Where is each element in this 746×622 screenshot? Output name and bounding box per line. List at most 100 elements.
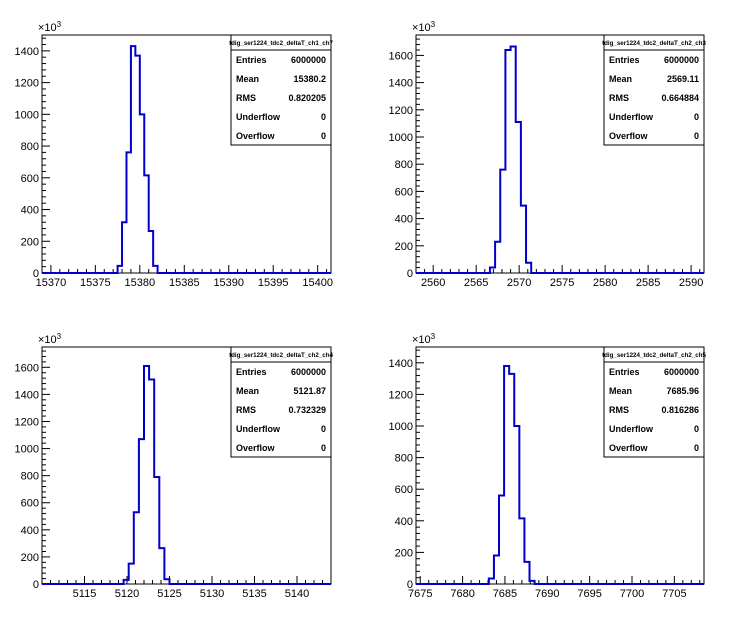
y-tick-label: 200 <box>395 547 413 559</box>
x-tick-label: 15395 <box>258 277 289 289</box>
stat-label: Entries <box>236 55 267 65</box>
y-tick-label: 1400 <box>15 389 39 401</box>
y-tick-label: 0 <box>33 579 39 591</box>
x-tick-label: 5120 <box>115 588 139 600</box>
stat-value: 6000000 <box>291 367 326 377</box>
stat-label: RMS <box>236 93 256 103</box>
y-tick-label: 400 <box>395 516 413 528</box>
x-tick-label: 15390 <box>213 277 244 289</box>
y-tick-label: 400 <box>395 214 413 226</box>
x-tick-label: 2575 <box>550 277 574 289</box>
stat-label: Entries <box>609 55 640 65</box>
stats-box: tdig_ser1224_tdc2_deltaT_ch2_ch5 Entries 6… <box>602 346 706 458</box>
y-tick-label: 600 <box>21 498 39 510</box>
y-multiplier-label: ×103 <box>412 20 436 34</box>
y-tick-label: 1000 <box>15 444 39 456</box>
y-tick-label: 1200 <box>15 416 39 428</box>
y-tick-label: 0 <box>407 268 413 280</box>
stat-value: 0.820205 <box>288 93 326 103</box>
y-tick-label: 1000 <box>389 421 413 433</box>
y-multiplier-label: ×103 <box>38 332 62 346</box>
x-tick-label: 2585 <box>636 277 660 289</box>
histogram-panel: 5115 5120 5125 5130 5135 5140 0 200 400 600 800 100… <box>15 332 334 600</box>
stat-label: Underflow <box>236 112 281 122</box>
y-tick-label: 1400 <box>389 358 413 370</box>
y-tick-label: 800 <box>395 159 413 171</box>
y-multiplier-label: ×103 <box>38 20 62 34</box>
stat-label: Mean <box>236 74 259 84</box>
stat-label: Underflow <box>609 424 654 434</box>
histogram-panel: 7675 7680 7685 7690 7695 7700 7705 0 200 400 600 80… <box>389 332 707 600</box>
x-tick-label: 5140 <box>285 588 309 600</box>
histogram-series-line <box>416 364 704 585</box>
y-tick-label: 600 <box>21 173 39 185</box>
stat-label: Mean <box>236 386 259 396</box>
stats-box: tdig_ser1224_tdc2_deltaT_ch1_ch7 Entries 6… <box>229 34 333 146</box>
stat-value: 6000000 <box>664 367 699 377</box>
x-tick-label: 2570 <box>507 277 531 289</box>
stats-box-frame <box>230 346 332 458</box>
stat-value: 0 <box>694 443 699 453</box>
histogram-title: tdig_ser1224_tdc2_deltaT_ch2_ch5 <box>602 352 706 359</box>
x-tick-label: 2580 <box>593 277 617 289</box>
stat-label: Overflow <box>609 131 649 141</box>
x-tick-label: 15380 <box>125 277 156 289</box>
stat-value: 0 <box>321 443 326 453</box>
stat-label: Mean <box>609 386 632 396</box>
stat-label: RMS <box>609 93 629 103</box>
stat-value: 0.816286 <box>661 405 699 415</box>
stat-value: 0 <box>321 112 326 122</box>
stat-value: 0 <box>321 424 326 434</box>
y-tick-label: 200 <box>21 552 39 564</box>
x-tick-label: 5125 <box>157 588 181 600</box>
histogram-series-line <box>42 45 331 274</box>
x-tick-label: 7690 <box>535 588 559 600</box>
y-tick-label: 0 <box>407 579 413 591</box>
x-tick-label: 7705 <box>662 588 686 600</box>
y-tick-label: 200 <box>395 241 413 253</box>
y-tick-label: 1000 <box>389 132 413 144</box>
stat-label: Overflow <box>609 443 649 453</box>
stats-box-frame <box>603 346 705 458</box>
stats-box: tdig_ser1224_tdc2_deltaT_ch2_ch4 Entries 6… <box>229 346 333 458</box>
stat-value: 0.732329 <box>288 405 326 415</box>
x-tick-label: 15375 <box>80 277 111 289</box>
x-tick-label: 15385 <box>169 277 200 289</box>
x-tick-label: 7680 <box>450 588 474 600</box>
y-tick-label: 200 <box>21 236 39 248</box>
y-tick-label: 1200 <box>389 105 413 117</box>
stat-value: 6000000 <box>291 55 326 65</box>
stat-label: Overflow <box>236 443 276 453</box>
stat-value: 15380.2 <box>293 74 326 84</box>
y-tick-label: 1200 <box>389 389 413 401</box>
y-tick-label: 600 <box>395 484 413 496</box>
y-tick-label: 800 <box>21 141 39 153</box>
x-tick-label: 5130 <box>200 588 224 600</box>
x-tick-label: 15400 <box>302 277 333 289</box>
x-tick-label: 2590 <box>679 277 703 289</box>
stat-label: Mean <box>609 74 632 84</box>
stat-value: 0 <box>694 131 699 141</box>
y-tick-label: 1400 <box>389 78 413 90</box>
x-tick-label: 2565 <box>464 277 488 289</box>
histogram-panel: 15370 15375 15380 15385 15390 15395 15400 0 200 4… <box>15 20 334 289</box>
y-tick-label: 1600 <box>15 362 39 374</box>
y-tick-label: 400 <box>21 205 39 217</box>
stat-label: RMS <box>609 405 629 415</box>
stat-label: Overflow <box>236 131 276 141</box>
stats-box-frame <box>603 34 705 146</box>
stats-box: tdig_ser1224_tdc2_deltaT_ch2_ch3 Entries 6… <box>602 34 706 146</box>
y-tick-label: 1600 <box>389 50 413 62</box>
stat-value: 6000000 <box>664 55 699 65</box>
histogram-title: tdig_ser1224_tdc2_deltaT_ch1_ch7 <box>229 40 333 47</box>
y-tick-label: 600 <box>395 186 413 198</box>
histogram-panel: 2560 2565 2570 2575 2580 2585 2590 0 200 400 600 80… <box>389 20 707 289</box>
y-tick-label: 0 <box>33 268 39 280</box>
stat-value: 0.664884 <box>661 93 699 103</box>
histogram-title: tdig_ser1224_tdc2_deltaT_ch2_ch3 <box>602 40 706 47</box>
x-tick-label: 5135 <box>242 588 266 600</box>
y-tick-label: 800 <box>395 453 413 465</box>
stat-value: 0 <box>321 131 326 141</box>
x-tick-label: 7700 <box>620 588 644 600</box>
